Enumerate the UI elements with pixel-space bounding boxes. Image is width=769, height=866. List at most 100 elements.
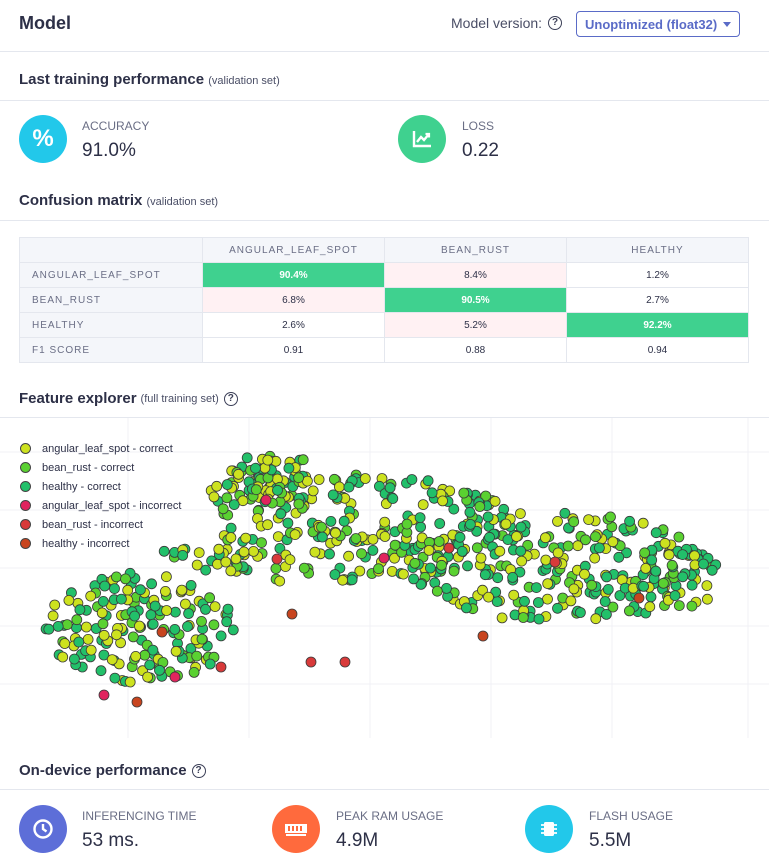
scatter-point[interactable] bbox=[316, 531, 328, 543]
scatter-point[interactable] bbox=[215, 630, 227, 642]
scatter-point[interactable] bbox=[637, 517, 649, 529]
scatter-point[interactable] bbox=[134, 584, 146, 596]
scatter-point[interactable] bbox=[225, 522, 237, 534]
scatter-point[interactable] bbox=[74, 604, 86, 616]
scatter-point[interactable] bbox=[575, 607, 586, 618]
scatter-point[interactable] bbox=[145, 609, 157, 621]
scatter-point[interactable] bbox=[298, 562, 310, 574]
scatter-point[interactable] bbox=[241, 452, 253, 464]
scatter-point[interactable] bbox=[663, 549, 675, 561]
scatter-point[interactable] bbox=[698, 558, 709, 570]
scatter-point[interactable] bbox=[387, 493, 399, 504]
scatter-point[interactable] bbox=[422, 475, 434, 487]
scatter-point[interactable] bbox=[515, 508, 526, 519]
scatter-point[interactable] bbox=[52, 620, 64, 632]
scatter-point[interactable] bbox=[367, 534, 379, 545]
legend-item[interactable]: angular_leaf_spot - incorrect bbox=[20, 496, 181, 515]
scatter-point[interactable] bbox=[594, 542, 605, 554]
scatter-point[interactable] bbox=[562, 540, 574, 552]
scatter-point[interactable] bbox=[522, 539, 534, 551]
scatter-point[interactable] bbox=[260, 494, 272, 506]
scatter-point[interactable] bbox=[605, 511, 616, 523]
scatter-point[interactable] bbox=[346, 574, 358, 586]
scatter-point[interactable] bbox=[211, 480, 223, 492]
scatter-point[interactable] bbox=[338, 515, 350, 527]
scatter-point[interactable] bbox=[389, 552, 400, 564]
scatter-point[interactable] bbox=[73, 636, 85, 648]
help-icon[interactable]: ? bbox=[548, 16, 563, 30]
scatter-point[interactable] bbox=[552, 516, 563, 527]
scatter-point[interactable] bbox=[176, 584, 188, 596]
scatter-point[interactable] bbox=[160, 571, 172, 583]
scatter-point[interactable] bbox=[221, 616, 233, 628]
scatter-point[interactable] bbox=[492, 572, 504, 584]
scatter-point[interactable] bbox=[590, 531, 601, 542]
scatter-point[interactable] bbox=[154, 664, 165, 676]
scatter-point[interactable] bbox=[601, 608, 612, 620]
scatter-point[interactable] bbox=[464, 506, 476, 518]
scatter-point[interactable] bbox=[389, 539, 401, 551]
scatter-point[interactable] bbox=[542, 593, 553, 605]
scatter-point[interactable] bbox=[614, 590, 626, 601]
scatter-point[interactable] bbox=[57, 651, 69, 663]
scatter-point[interactable] bbox=[131, 696, 143, 708]
scatter-point[interactable] bbox=[613, 551, 625, 563]
scatter-point[interactable] bbox=[373, 480, 385, 492]
scatter-point[interactable] bbox=[169, 606, 181, 618]
scatter-point[interactable] bbox=[233, 468, 244, 480]
scatter-point[interactable] bbox=[305, 656, 317, 668]
scatter-point[interactable] bbox=[645, 591, 657, 603]
scatter-point[interactable] bbox=[542, 578, 554, 590]
scatter-point[interactable] bbox=[309, 546, 321, 558]
scatter-point[interactable] bbox=[240, 532, 252, 544]
scatter-point[interactable] bbox=[99, 580, 111, 592]
scatter-point[interactable] bbox=[549, 556, 561, 568]
scatter-point[interactable] bbox=[204, 658, 216, 670]
scatter-point[interactable] bbox=[677, 571, 689, 583]
scatter-point[interactable] bbox=[111, 629, 122, 641]
scatter-point[interactable] bbox=[448, 503, 460, 515]
scatter-point[interactable] bbox=[433, 536, 445, 547]
scatter-point[interactable] bbox=[250, 462, 261, 474]
scatter-point[interactable] bbox=[248, 545, 259, 557]
scatter-point[interactable] bbox=[406, 474, 418, 485]
scatter-point[interactable] bbox=[98, 629, 110, 641]
legend-item[interactable]: bean_rust - incorrect bbox=[20, 515, 181, 534]
scatter-point[interactable] bbox=[607, 601, 619, 613]
scatter-point[interactable] bbox=[188, 666, 200, 678]
help-icon[interactable]: ? bbox=[191, 763, 206, 778]
scatter-point[interactable] bbox=[483, 591, 494, 603]
scatter-point[interactable] bbox=[350, 533, 362, 544]
scatter-point[interactable] bbox=[146, 578, 158, 590]
scatter-point[interactable] bbox=[158, 545, 170, 557]
scatter-point[interactable] bbox=[484, 531, 495, 543]
scatter-point[interactable] bbox=[580, 534, 591, 546]
scatter-point[interactable] bbox=[307, 485, 319, 497]
scatter-point[interactable] bbox=[225, 565, 237, 577]
scatter-point[interactable] bbox=[324, 548, 335, 560]
scatter-point[interactable] bbox=[289, 529, 301, 540]
scatter-point[interactable] bbox=[434, 518, 446, 529]
scatter-point[interactable] bbox=[462, 560, 473, 572]
scatter-point[interactable] bbox=[222, 603, 234, 615]
scatter-point[interactable] bbox=[579, 568, 590, 580]
scatter-point[interactable] bbox=[456, 545, 468, 557]
scatter-point[interactable] bbox=[98, 689, 110, 701]
scatter-point[interactable] bbox=[640, 562, 652, 574]
scatter-point[interactable] bbox=[659, 537, 671, 549]
scatter-point[interactable] bbox=[286, 608, 298, 620]
legend-item[interactable]: healthy - correct bbox=[20, 477, 181, 496]
scatter-point[interactable] bbox=[686, 579, 698, 591]
scatter-point[interactable] bbox=[313, 474, 325, 485]
scatter-point[interactable] bbox=[650, 527, 662, 539]
scatter-point[interactable] bbox=[220, 556, 232, 568]
scatter-point[interactable] bbox=[85, 644, 97, 656]
scatter-point[interactable] bbox=[130, 650, 142, 662]
scatter-point[interactable] bbox=[639, 547, 650, 559]
scatter-point[interactable] bbox=[471, 542, 483, 554]
scatter-point[interactable] bbox=[185, 579, 197, 591]
scatter-point[interactable] bbox=[271, 553, 283, 565]
scatter-point[interactable] bbox=[124, 676, 136, 688]
scatter-point[interactable] bbox=[477, 584, 488, 596]
scatter-point[interactable] bbox=[559, 507, 571, 519]
